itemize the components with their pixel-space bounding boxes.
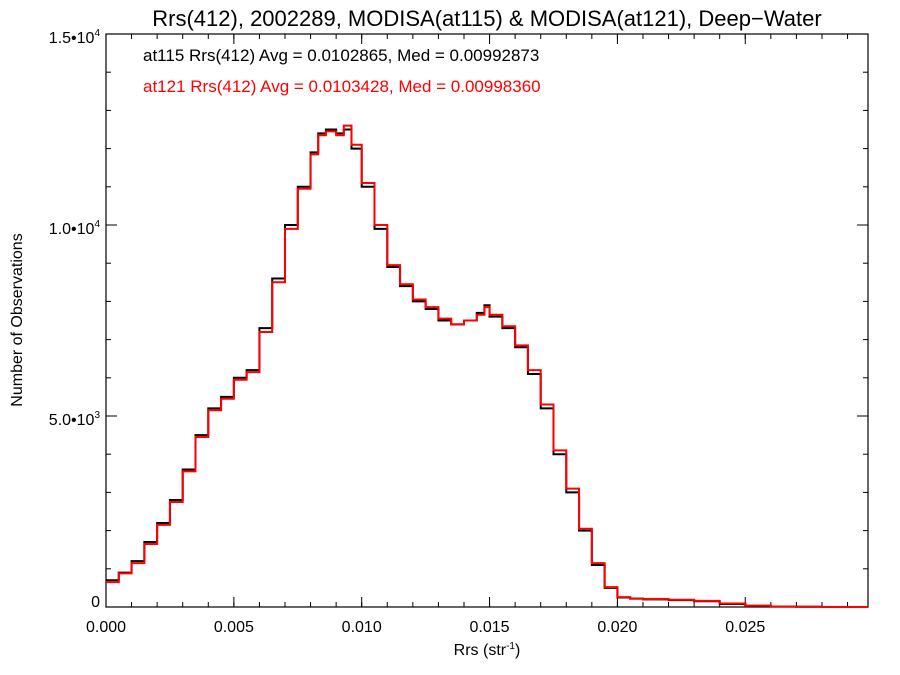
annotation-at115: at115 Rrs(412) Avg = 0.0102865, Med = 0.…	[143, 46, 539, 65]
x-axis-ticks: 0.000 0.005 0.010 0.015 0.020 0.025	[86, 34, 849, 636]
y-axis-ticks: 0 5.0•103 1.0•104 1.5•104	[49, 28, 868, 611]
x-tick-label: 0.005	[214, 619, 254, 636]
y-tick-label: 1.0•104	[49, 219, 101, 238]
x-axis-label: Rrs (str-1)	[454, 641, 521, 659]
x-tick-label: 0.010	[342, 619, 382, 636]
series-at121-line	[106, 124, 868, 608]
series-group	[106, 124, 868, 608]
y-tick-label: 1.5•104	[49, 28, 101, 47]
annotation-at121: at121 Rrs(412) Avg = 0.0103428, Med = 0.…	[143, 77, 541, 96]
x-axis-label-main: Rrs (str	[454, 642, 507, 659]
y-axis-label: Number of Observations	[9, 233, 26, 406]
x-tick-label: 0.020	[597, 619, 637, 636]
x-axis-label-tail: )	[515, 642, 520, 659]
x-tick-label: 0.025	[725, 619, 765, 636]
x-tick-label: 0.000	[86, 619, 126, 636]
series-at115-line	[106, 128, 868, 608]
x-tick-label: 0.015	[470, 619, 510, 636]
plot-frame	[105, 33, 869, 608]
chart-title: Rrs(412), 2002289, MODISA(at115) & MODIS…	[152, 6, 821, 31]
x-axis-label-sup: -1	[506, 641, 515, 652]
y-tick-label: 5.0•103	[49, 410, 101, 429]
y-tick-label: 0	[91, 594, 100, 611]
